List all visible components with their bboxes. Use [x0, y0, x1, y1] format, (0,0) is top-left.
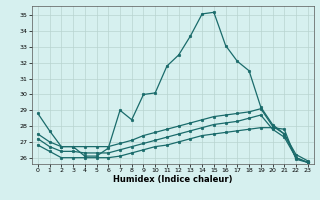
X-axis label: Humidex (Indice chaleur): Humidex (Indice chaleur) [113, 175, 233, 184]
